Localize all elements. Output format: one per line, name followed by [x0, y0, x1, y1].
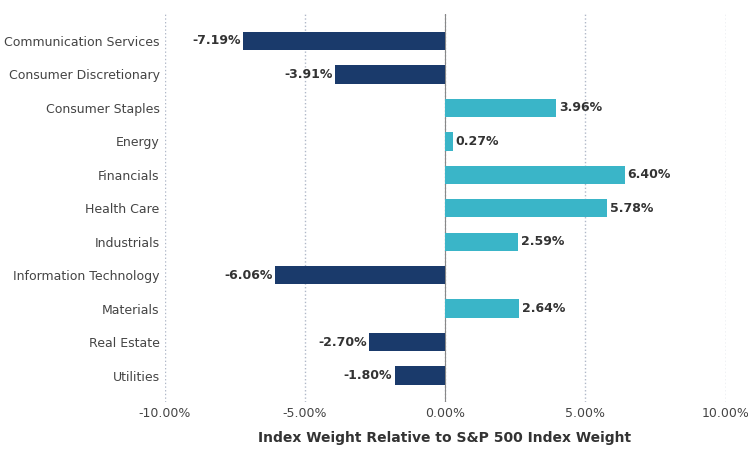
Bar: [445, 166, 625, 184]
Text: -7.19%: -7.19%: [192, 35, 241, 47]
Bar: [445, 199, 607, 218]
Bar: [445, 99, 557, 117]
Text: -3.91%: -3.91%: [284, 68, 333, 81]
Text: 3.96%: 3.96%: [559, 102, 602, 114]
Text: -6.06%: -6.06%: [224, 269, 272, 282]
Bar: [445, 233, 518, 251]
Bar: [445, 132, 453, 151]
Text: 2.59%: 2.59%: [521, 235, 564, 248]
Text: 2.64%: 2.64%: [522, 302, 565, 315]
Text: 5.78%: 5.78%: [610, 202, 653, 215]
Text: 6.40%: 6.40%: [628, 168, 671, 181]
Text: 0.27%: 0.27%: [456, 135, 499, 148]
X-axis label: Index Weight Relative to S&P 500 Index Weight: Index Weight Relative to S&P 500 Index W…: [259, 431, 631, 446]
Bar: [445, 300, 519, 318]
Bar: [243, 32, 445, 50]
Bar: [335, 65, 445, 84]
Bar: [275, 266, 445, 285]
Bar: [370, 333, 445, 351]
Text: -2.70%: -2.70%: [318, 336, 367, 349]
Text: -1.80%: -1.80%: [343, 369, 392, 382]
Bar: [395, 366, 445, 385]
